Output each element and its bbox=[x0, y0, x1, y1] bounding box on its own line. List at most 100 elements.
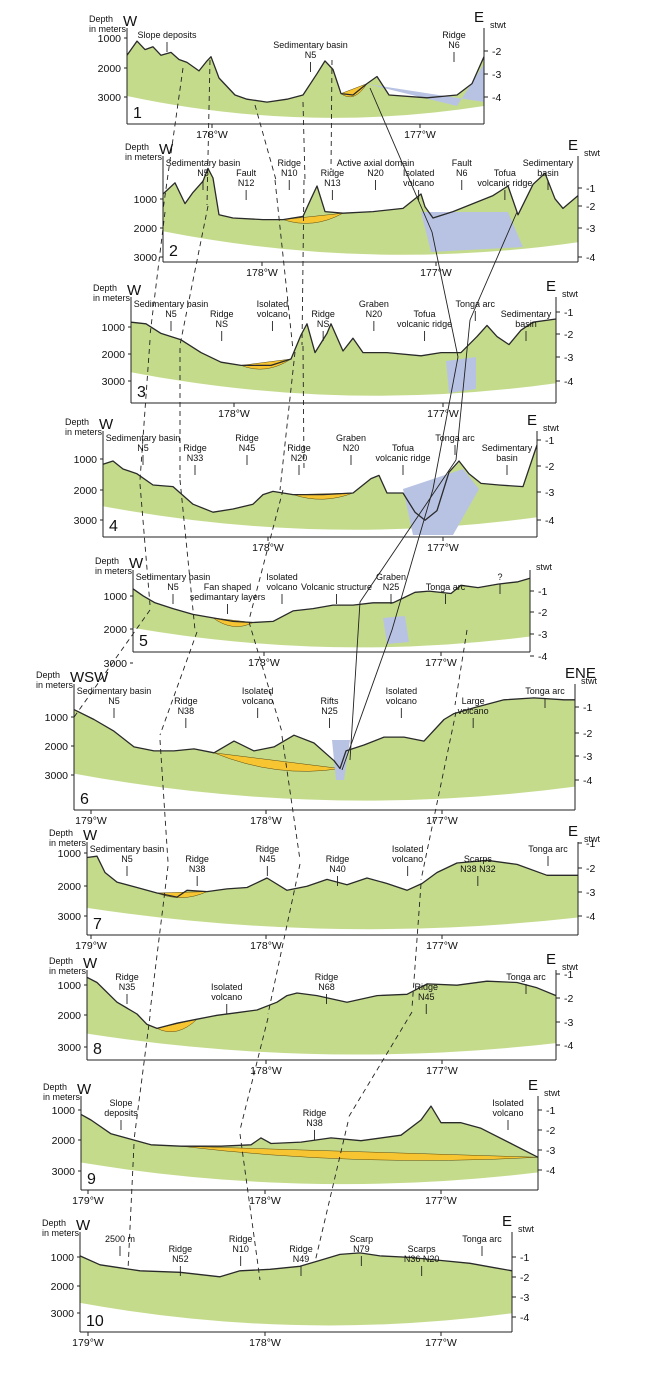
panel-10-twt-label: stwt bbox=[518, 1224, 535, 1234]
panel-2-label-fault12: Fault bbox=[236, 168, 257, 178]
panel-10-label-scarp79: Scarp bbox=[350, 1234, 374, 1244]
panel-4-label-ridge33: N33 bbox=[187, 453, 204, 463]
panel-7-twt-tick: -1 bbox=[586, 838, 595, 850]
panel-2-label-tofua: Tofua bbox=[494, 168, 516, 178]
panel-7-label-tonga: Tonga arc bbox=[528, 844, 568, 854]
panel-3-label-isovol: volcano bbox=[257, 309, 288, 319]
panel-6-east: ENE bbox=[565, 665, 596, 682]
panel-6-west: WSW bbox=[70, 669, 109, 686]
panel-2-twt-tick: -4 bbox=[586, 252, 595, 264]
panel-10-label-ridge52: N52 bbox=[172, 1254, 189, 1264]
panel-10-label-depth2500: 2500 m bbox=[105, 1234, 135, 1244]
panel-5-graben bbox=[383, 616, 409, 644]
panel-8-label-tonga: Tonga arc bbox=[506, 972, 546, 982]
panel-5-depth-label: Depth bbox=[95, 556, 119, 566]
panel-6-label-rifts: N25 bbox=[321, 706, 338, 716]
panel-1-depth-tick: 1000 bbox=[98, 33, 122, 45]
panel-8-label-ridge35: Ridge bbox=[115, 972, 139, 982]
panel-1-label-basin: Sedimentary basin bbox=[273, 40, 348, 50]
panel-4-east: E bbox=[527, 412, 537, 429]
panel-6-label-rifts: Rifts bbox=[321, 696, 340, 706]
panel-3-graben bbox=[446, 357, 476, 393]
panel-3-twt-tick: -4 bbox=[564, 376, 573, 388]
panel-8-depth-unit: in meters bbox=[49, 966, 87, 976]
panel-5-depth-tick: 1000 bbox=[104, 591, 128, 603]
panel-4-label-tofua: volcanic ridge bbox=[375, 453, 430, 463]
panel-4-label-sedbasin: Sedimentary bbox=[482, 443, 533, 453]
panel-7-label-scarps: N38 N32 bbox=[460, 864, 496, 874]
panel-9-label-ridge38: Ridge bbox=[303, 1108, 327, 1118]
panel-2-depth-tick: 2000 bbox=[134, 223, 158, 235]
panel-1-twt-tick: -4 bbox=[492, 92, 501, 104]
panel-6-depth-label: Depth bbox=[36, 670, 60, 680]
panel-9-twt-tick: -3 bbox=[546, 1145, 555, 1157]
panel-10-depth-tick: 2000 bbox=[51, 1281, 75, 1293]
panel-5-label-tonga: Tonga arc bbox=[426, 582, 466, 592]
panel-10-twt-tick: -4 bbox=[520, 1312, 529, 1324]
panel-2-twt-tick: -3 bbox=[586, 223, 595, 235]
panel-6-label-large: Large bbox=[462, 696, 485, 706]
panel-4-west: W bbox=[99, 416, 114, 433]
panel-10-label-ridge52: Ridge bbox=[169, 1244, 193, 1254]
panel-3-depth-tick: 3000 bbox=[102, 376, 126, 388]
panel-7-twt-label: stwt bbox=[584, 834, 601, 844]
panel-6-label-isovol2: volcano bbox=[386, 696, 417, 706]
panel-2-label-ridge10: Ridge bbox=[277, 158, 301, 168]
panel-4-label-graben: N20 bbox=[343, 443, 360, 453]
panel-4-label-ridge45: N45 bbox=[239, 443, 256, 453]
panel-3-depth-tick: 2000 bbox=[102, 349, 126, 361]
panel-2-label-axial: Active axial domain bbox=[337, 158, 415, 168]
panel-10-lon-tick: 178°W bbox=[249, 1337, 281, 1349]
panel-2-axial bbox=[421, 212, 523, 252]
panel-4-label-ridge33: Ridge bbox=[183, 443, 207, 453]
panel-3-label-sedbasin: Sedimentary bbox=[501, 309, 552, 319]
panel-7-east: E bbox=[568, 823, 578, 840]
panel-5-depth-tick: 3000 bbox=[104, 658, 128, 670]
panel-2-west: W bbox=[159, 141, 174, 158]
panel-6-label-basin: N5 bbox=[108, 696, 120, 706]
panel-5-label-isovol: Isolated bbox=[266, 572, 298, 582]
panel-5-label-fan: Fan shaped bbox=[204, 582, 252, 592]
panel-6-depth-tick: 3000 bbox=[45, 770, 69, 782]
panel-5-label-q: ? bbox=[497, 572, 502, 582]
panel-3-twt-tick: -3 bbox=[564, 352, 573, 364]
panel-5-crust bbox=[133, 578, 530, 648]
panel-7-number: 7 bbox=[93, 916, 102, 933]
panel-10-crust bbox=[80, 1252, 512, 1326]
panel-6-number: 6 bbox=[80, 791, 89, 808]
panel-6-depth-unit: in meters bbox=[36, 680, 74, 690]
panel-9-depth-tick: 2000 bbox=[52, 1135, 76, 1147]
panel-4-label-ridge45: Ridge bbox=[235, 433, 259, 443]
panel-3-profile bbox=[130, 318, 557, 367]
correlation-lines bbox=[71, 59, 518, 1281]
panel-10-label-scarps: Scarps bbox=[408, 1244, 437, 1254]
panel-10-depth-unit: in meters bbox=[42, 1228, 80, 1238]
panel-10-label-scarps: N36 N20 bbox=[404, 1254, 440, 1264]
panel-1-depth-label: Depth bbox=[89, 14, 113, 24]
panel-9-twt-tick: -4 bbox=[546, 1165, 555, 1177]
panel-6-label-basin: Sedimentary basin bbox=[77, 686, 152, 696]
panel-9-depth-label: Depth bbox=[43, 1082, 67, 1092]
panel-7-depth-unit: in meters bbox=[49, 838, 87, 848]
panel-7-twt-tick: -3 bbox=[586, 887, 595, 899]
panel-2-profile bbox=[162, 167, 579, 221]
panel-3-label-sedbasin: basin bbox=[515, 319, 537, 329]
panel-6-twt-tick: -2 bbox=[583, 728, 592, 740]
panel-8-profile bbox=[86, 976, 557, 1030]
panel-4-depth-label: Depth bbox=[65, 417, 89, 427]
panel-2-label-sedbasin: basin bbox=[537, 168, 559, 178]
panel-8-twt-tick: -4 bbox=[564, 1040, 573, 1052]
panel-2-lon-tick: 177°W bbox=[420, 267, 452, 279]
panel-2-number: 2 bbox=[169, 243, 178, 260]
panel-7-depth-label: Depth bbox=[49, 828, 73, 838]
panel-6-label-ridge38: Ridge bbox=[174, 696, 198, 706]
panel-4-label-sedbasin: basin bbox=[496, 453, 518, 463]
panel-3-west: W bbox=[127, 282, 142, 299]
panel-10-lon-tick: 179°W bbox=[72, 1337, 104, 1349]
panel-7-label-basin: Sedimentary basin bbox=[90, 844, 165, 854]
panel-7-crust bbox=[87, 856, 578, 930]
panel-7-label-scarps: Scarps bbox=[464, 854, 493, 864]
panel-2-label-axial: N20 bbox=[367, 168, 384, 178]
panel-2-lon-tick: 178°W bbox=[246, 267, 278, 279]
panel-8-twt-tick: -3 bbox=[564, 1017, 573, 1029]
